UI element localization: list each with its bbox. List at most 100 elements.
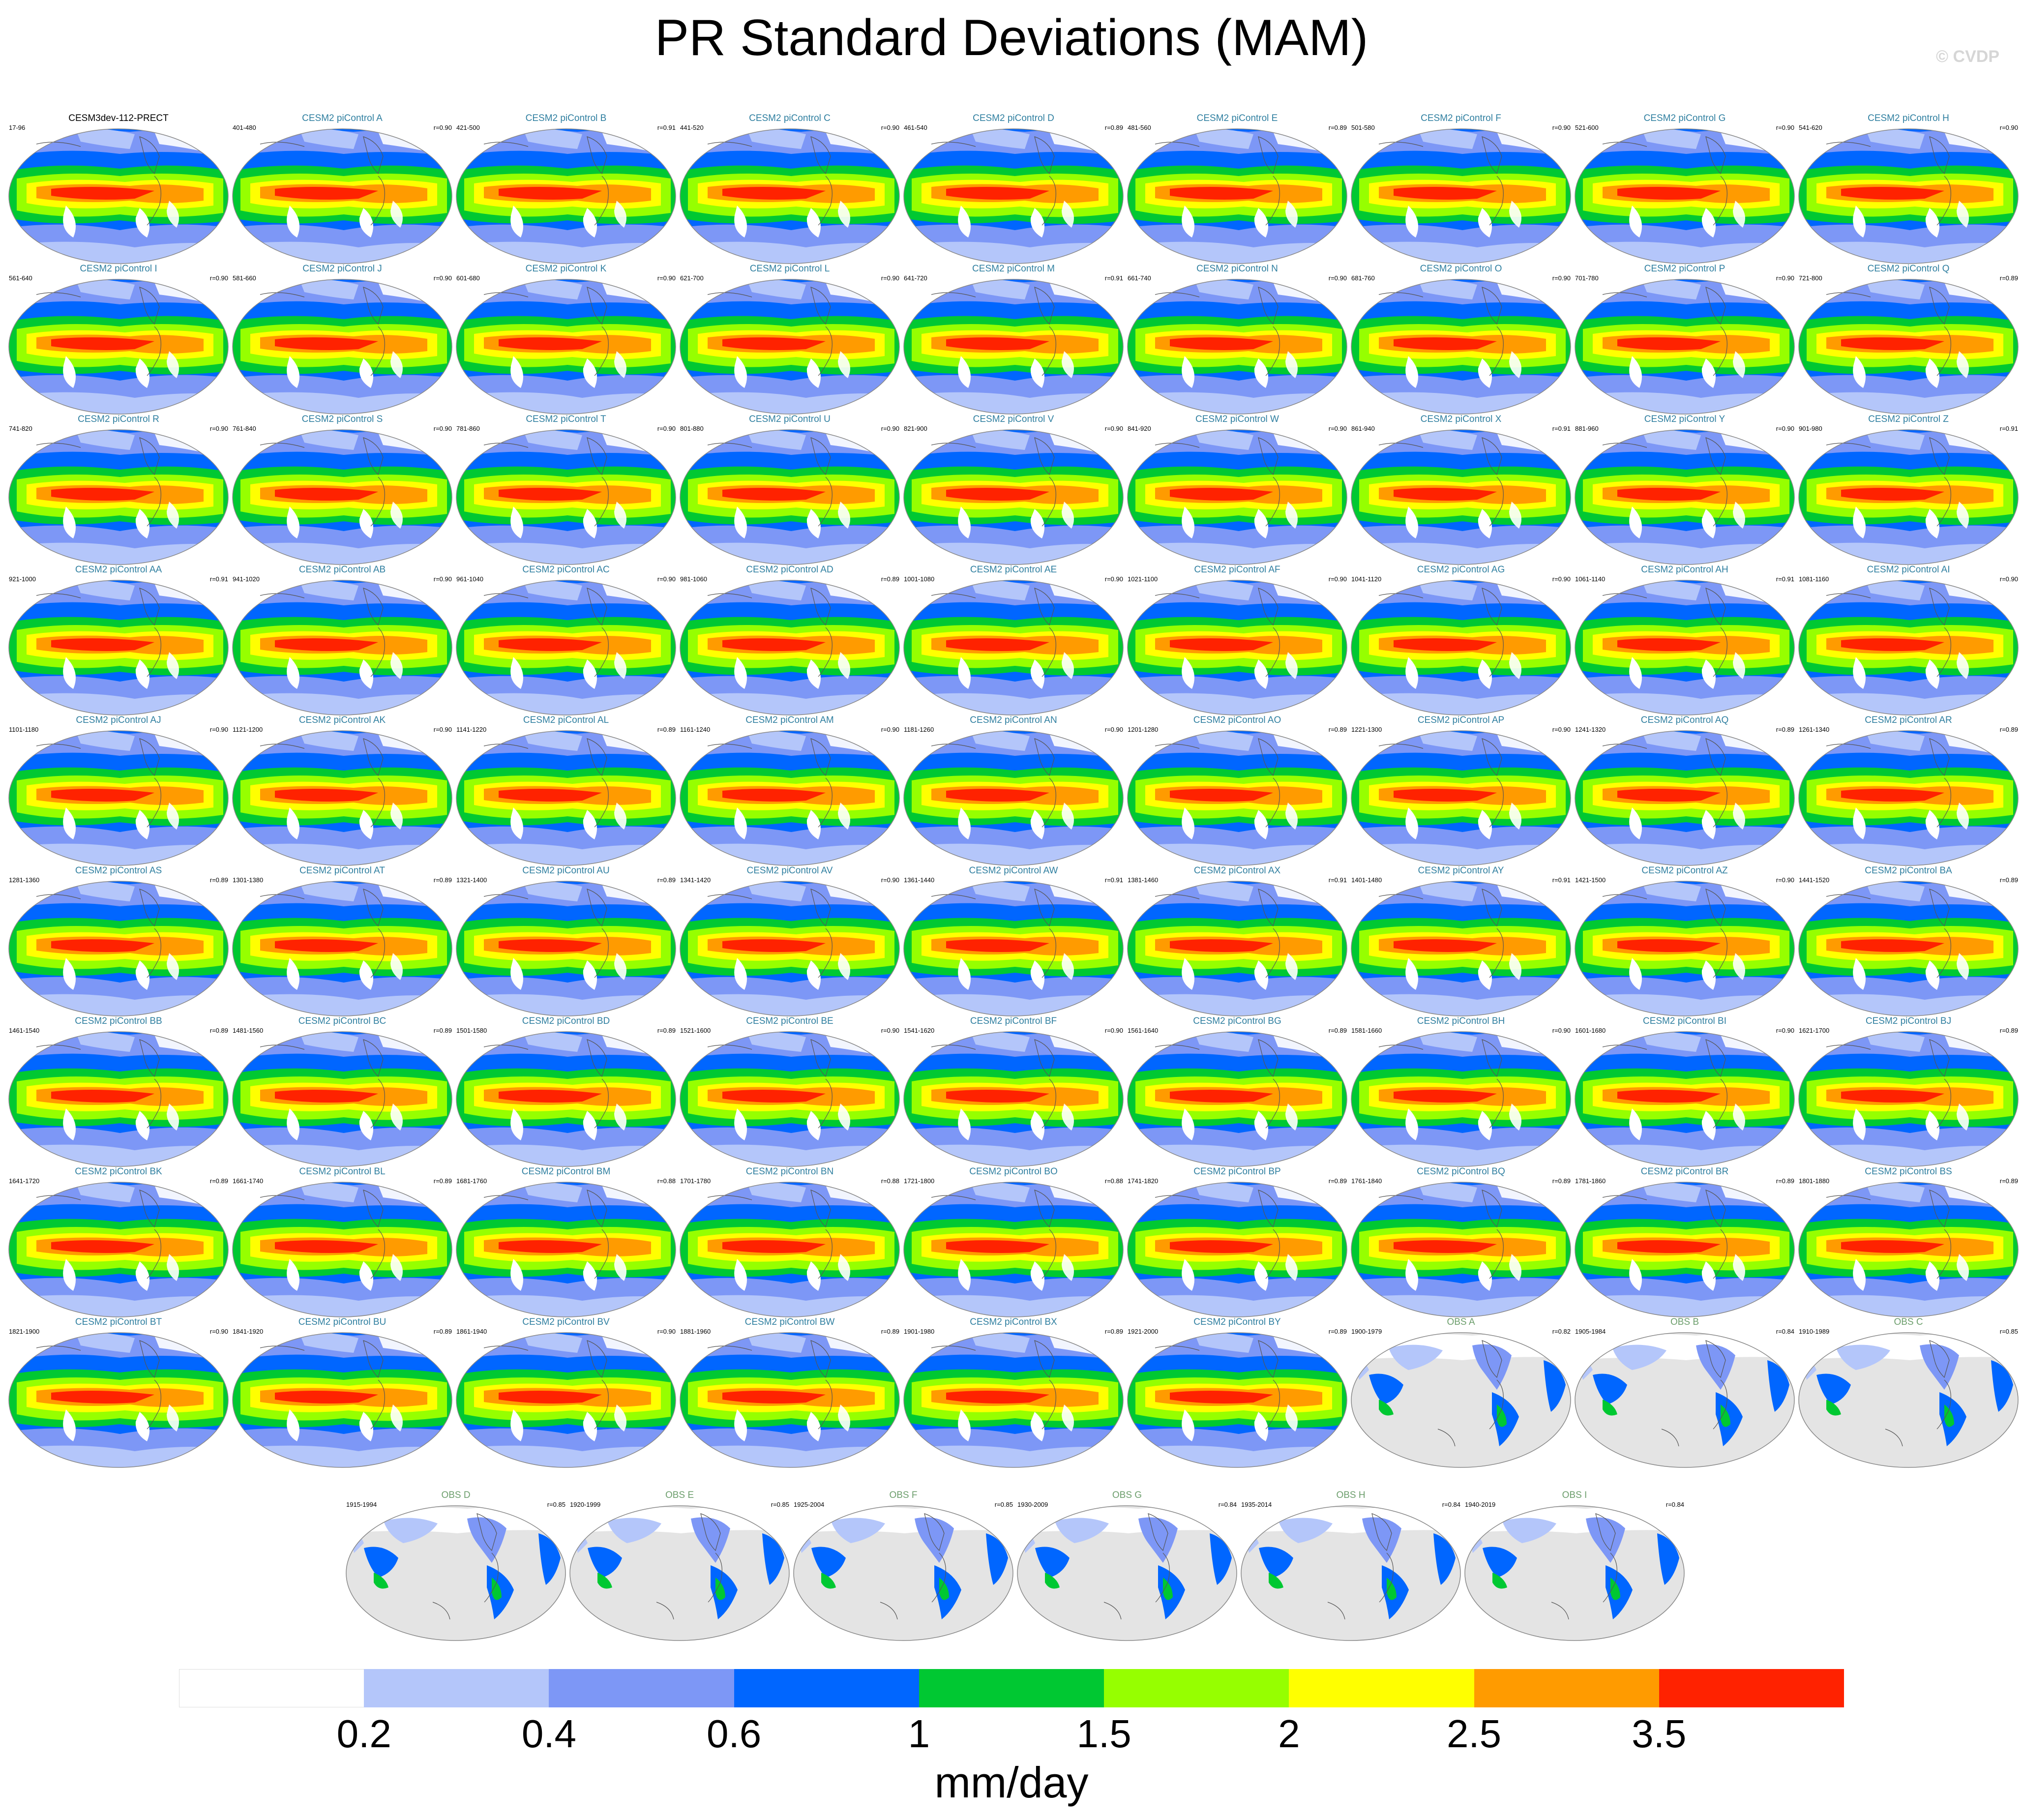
obs-globe-map xyxy=(1241,1505,1461,1641)
model-globe-map xyxy=(1351,1031,1571,1167)
map-panel: CESM2 piControl AE 1001-1080 r=0.90 xyxy=(902,565,1125,717)
model-globe-map xyxy=(1351,279,1571,415)
panel-correlation: r=0.85 xyxy=(994,1501,1013,1508)
panel-year-range: 401-480 xyxy=(233,124,256,131)
model-globe-map xyxy=(1798,730,2019,866)
model-globe-map xyxy=(1575,730,1795,866)
model-globe-map xyxy=(456,429,676,565)
panel-correlation: r=0.90 xyxy=(657,425,676,432)
model-globe-map xyxy=(456,580,676,716)
panel-title: OBS I xyxy=(1562,1490,1587,1500)
panel-title: OBS B xyxy=(1670,1317,1699,1327)
model-globe-map xyxy=(1127,580,1347,716)
map-panel: CESM2 piControl BX 1901-1980 r=0.89 xyxy=(902,1317,1125,1469)
panel-year-range: 1821-1900 xyxy=(9,1328,40,1335)
panel-correlation: r=0.90 xyxy=(433,124,452,131)
colorbar-tick-label: 1 xyxy=(908,1712,930,1756)
model-globe-map xyxy=(1127,1031,1347,1167)
panel-year-range: 761-840 xyxy=(233,425,256,432)
model-globe-map xyxy=(903,279,1124,415)
panel-year-range: 1921-2000 xyxy=(1128,1328,1159,1335)
panel-year-range: 1801-1880 xyxy=(1799,1177,1830,1185)
map-panel: CESM2 piControl BY 1921-2000 r=0.89 xyxy=(1126,1317,1349,1469)
model-globe-map xyxy=(1575,429,1795,565)
panel-year-range: 1881-1960 xyxy=(680,1328,711,1335)
panel-correlation: r=0.90 xyxy=(1328,274,1347,282)
model-globe-map xyxy=(456,730,676,866)
map-panel: CESM2 piControl BH 1581-1660 r=0.90 xyxy=(1349,1016,1573,1168)
panel-title: OBS A xyxy=(1447,1317,1475,1327)
panel-title: CESM2 piControl AN xyxy=(970,715,1057,725)
panel-title: CESM2 piControl AH xyxy=(1641,565,1728,575)
model-globe-map xyxy=(1351,580,1571,716)
obs-globe-map xyxy=(793,1505,1013,1641)
map-panel: CESM2 piControl BD 1501-1580 r=0.89 xyxy=(454,1016,678,1168)
panel-correlation: r=0.89 xyxy=(1328,726,1347,733)
panel-title: CESM2 piControl BP xyxy=(1193,1166,1281,1177)
panel-title: CESM2 piControl BT xyxy=(75,1317,162,1327)
colorbar-swatch xyxy=(919,1669,1104,1707)
panel-title: CESM2 piControl BI xyxy=(1642,1016,1726,1026)
map-panel: CESM2 piControl AS 1281-1360 r=0.89 xyxy=(7,865,230,1018)
panel-title: CESM2 piControl AF xyxy=(1194,565,1280,575)
panel-year-range: 1910-1989 xyxy=(1799,1328,1830,1335)
panel-title: CESM2 piControl E xyxy=(1196,113,1278,123)
obs-globe-map xyxy=(1017,1505,1237,1641)
model-globe-map xyxy=(903,881,1124,1016)
model-globe-map xyxy=(232,429,452,565)
panel-correlation: r=0.90 xyxy=(1104,575,1123,583)
map-panel: CESM2 piControl BP 1741-1820 r=0.89 xyxy=(1126,1166,1349,1319)
panel-correlation: r=0.90 xyxy=(433,575,452,583)
panel-year-range: 1301-1380 xyxy=(233,876,264,884)
panel-title: CESM2 piControl M xyxy=(972,264,1055,274)
panel-title: CESM2 piControl O xyxy=(1420,264,1502,274)
panel-title: CESM2 piControl BY xyxy=(1193,1317,1281,1327)
map-panel: CESM2 piControl BR 1781-1860 r=0.89 xyxy=(1573,1166,1796,1319)
panel-correlation: r=0.89 xyxy=(881,575,899,583)
panel-correlation: r=0.90 xyxy=(209,1328,228,1335)
model-globe-map xyxy=(232,128,452,264)
model-globe-map xyxy=(8,279,229,415)
map-panel: CESM3dev-112-PRECT 17-96 xyxy=(7,113,230,266)
map-panel: OBS A 1900-1979 r=0.82 xyxy=(1349,1317,1573,1469)
panel-title: CESM2 piControl BH xyxy=(1417,1016,1505,1026)
panel-correlation: r=0.89 xyxy=(1776,1177,1794,1185)
map-panel: CESM2 piControl AA 921-1000 r=0.91 xyxy=(7,565,230,717)
panel-title: CESM2 piControl H xyxy=(1868,113,1949,123)
panel-year-range: 461-540 xyxy=(904,124,927,131)
map-panel: CESM2 piControl T 781-860 r=0.90 xyxy=(454,414,678,567)
panel-title: CESM2 piControl AW xyxy=(969,865,1058,876)
model-globe-map xyxy=(903,1031,1124,1167)
panel-year-range: 901-980 xyxy=(1799,425,1822,432)
panel-correlation: r=0.91 xyxy=(1552,876,1571,884)
map-panel: CESM2 piControl AU 1321-1400 r=0.89 xyxy=(454,865,678,1018)
model-globe-map xyxy=(680,1332,900,1468)
map-panel: CESM2 piControl K 601-680 r=0.90 xyxy=(454,264,678,416)
panel-year-range: 441-520 xyxy=(680,124,704,131)
obs-globe-map xyxy=(569,1505,790,1641)
map-panel: CESM2 piControl BA 1441-1520 r=0.89 xyxy=(1797,865,2020,1018)
panel-correlation: r=0.89 xyxy=(1999,274,2018,282)
obs-globe-map xyxy=(1798,1332,2019,1468)
panel-year-range: 1841-1920 xyxy=(233,1328,264,1335)
model-globe-map xyxy=(8,881,229,1016)
model-globe-map xyxy=(1127,730,1347,866)
model-globe-map xyxy=(1127,1332,1347,1468)
panel-correlation: r=0.84 xyxy=(1666,1501,1684,1508)
model-globe-map xyxy=(456,1031,676,1167)
model-globe-map xyxy=(680,1031,900,1167)
panel-year-range: 1940-2019 xyxy=(1465,1501,1496,1508)
panel-correlation: r=0.89 xyxy=(1999,876,2018,884)
panel-title: CESM2 piControl BU xyxy=(298,1317,387,1327)
panel-correlation: r=0.90 xyxy=(1776,124,1794,131)
panel-year-range: 1501-1580 xyxy=(456,1027,487,1034)
model-globe-map xyxy=(8,1182,229,1317)
panel-correlation: r=0.85 xyxy=(547,1501,565,1508)
map-panel: CESM2 piControl B 421-500 r=0.91 xyxy=(454,113,678,266)
model-globe-map xyxy=(1575,881,1795,1016)
colorbar-swatch xyxy=(179,1669,364,1707)
panel-correlation: r=0.89 xyxy=(433,1027,452,1034)
map-panel: CESM2 piControl D 461-540 r=0.89 xyxy=(902,113,1125,266)
colorbar-swatch xyxy=(734,1669,920,1707)
panel-year-range: 1361-1440 xyxy=(904,876,935,884)
